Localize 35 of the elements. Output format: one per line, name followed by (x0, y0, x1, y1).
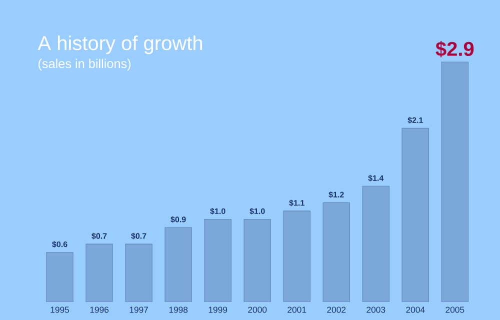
bar (244, 219, 271, 302)
data-label: $2.9 (436, 40, 474, 58)
x-tick-label: 2003 (366, 306, 386, 313)
bar (402, 128, 429, 302)
bar (284, 210, 310, 302)
bar (441, 62, 469, 302)
x-tick-label: 1999 (208, 306, 228, 313)
data-label: $1.4 (368, 174, 384, 182)
x-tick-label: 2001 (288, 306, 306, 313)
data-label: $1.2 (328, 191, 344, 198)
data-label: $0.7 (131, 232, 146, 240)
data-label: $0.7 (92, 232, 107, 240)
bar (86, 244, 113, 302)
bar (46, 252, 74, 302)
x-tick-label: 2000 (248, 306, 267, 313)
x-tick-label: 1996 (90, 306, 109, 313)
x-tick-label: 2002 (327, 306, 346, 313)
data-label: $2.1 (408, 116, 423, 124)
x-tick-label: 1995 (50, 306, 70, 313)
bar (323, 202, 350, 302)
x-tick-label: 1998 (169, 306, 188, 313)
data-label: $1.0 (210, 208, 226, 215)
data-label: $0.6 (52, 241, 68, 248)
x-tick-label: 1997 (130, 306, 148, 313)
data-label: $0.9 (170, 216, 186, 223)
bar (204, 219, 232, 302)
data-label: $1.1 (289, 200, 304, 206)
bar (125, 244, 152, 302)
x-tick-label: 2004 (406, 306, 425, 313)
chart-title: A history of growth (38, 36, 202, 54)
x-tick-label: 2005 (446, 306, 464, 313)
chart-subtitle: (sales in billions) (38, 58, 131, 71)
bar (362, 186, 390, 302)
data-label: $1.0 (250, 208, 265, 215)
bar (164, 228, 192, 302)
